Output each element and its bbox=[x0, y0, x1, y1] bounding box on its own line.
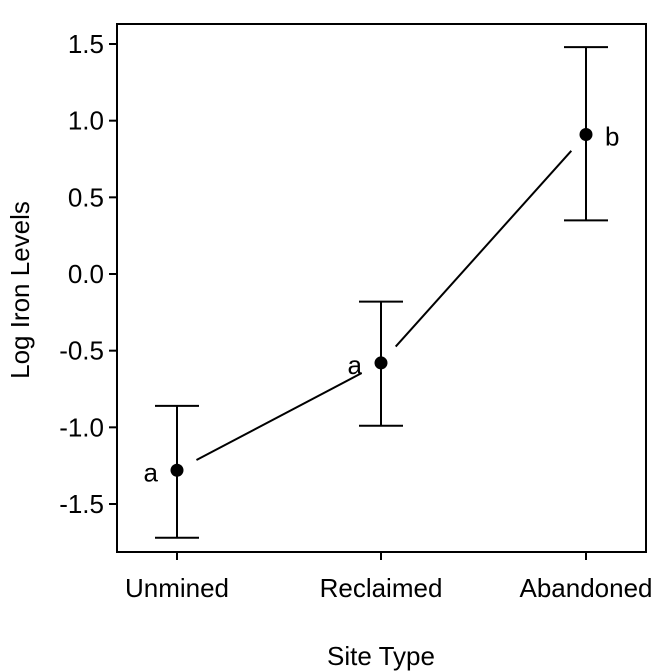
y-tick-label: -1.0 bbox=[59, 412, 104, 442]
mean-connector-line bbox=[196, 372, 362, 461]
y-tick-label: 1.0 bbox=[68, 106, 104, 136]
y-axis: 1.5 1.0 0.5 0.0 -0.5 -1.0 -1.5 bbox=[59, 29, 117, 519]
x-axis: Unmined Reclaimed Abandoned bbox=[125, 552, 653, 603]
series-layer: a a b bbox=[144, 46, 619, 539]
significance-label: a bbox=[348, 350, 363, 380]
significance-label: a bbox=[144, 457, 159, 487]
x-tick-label: Abandoned bbox=[519, 573, 652, 603]
y-tick-label: 0.5 bbox=[68, 182, 104, 212]
mean-connector-line bbox=[394, 150, 573, 348]
y-axis-title: Log Iron Levels bbox=[5, 201, 35, 379]
mean-point bbox=[579, 127, 593, 141]
mean-point bbox=[170, 463, 184, 477]
y-tick-label: 1.5 bbox=[68, 29, 104, 59]
x-axis-title: Site Type bbox=[327, 641, 435, 671]
plot-frame bbox=[116, 23, 647, 553]
y-tick-label: -1.5 bbox=[59, 489, 104, 519]
y-tick-label: 0.0 bbox=[68, 259, 104, 289]
x-tick-label: Unmined bbox=[125, 573, 229, 603]
significance-label: b bbox=[605, 121, 619, 151]
mean-point bbox=[374, 356, 388, 370]
x-tick-label: Reclaimed bbox=[320, 573, 443, 603]
y-tick-label: -0.5 bbox=[59, 336, 104, 366]
